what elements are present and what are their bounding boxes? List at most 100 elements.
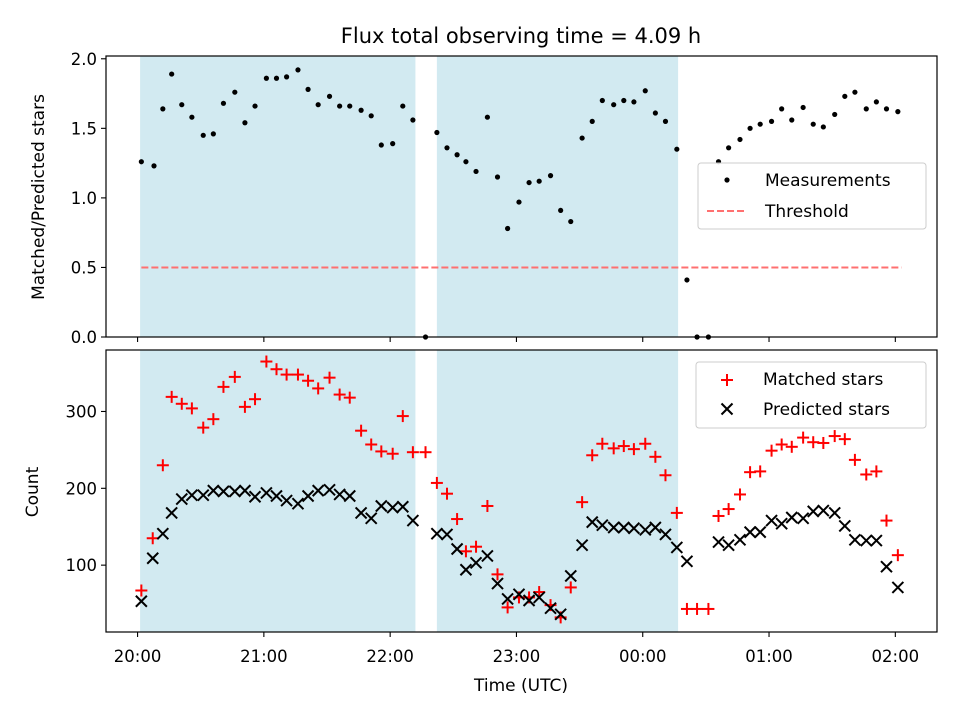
- measurement-point: [242, 120, 248, 126]
- matched-star-point: [848, 453, 861, 466]
- matched-star-point: [419, 446, 432, 459]
- measurement-point: [516, 199, 522, 205]
- predicted-star-point: [838, 519, 852, 533]
- matched-star-point: [175, 397, 188, 410]
- predicted-star-point: [156, 527, 170, 540]
- measurement-point: [463, 159, 469, 165]
- matched-star-point: [228, 370, 241, 383]
- matched-star-point: [270, 363, 283, 376]
- predicted-star-point: [870, 534, 883, 547]
- predicted-star-point: [386, 501, 399, 514]
- bottom-legend-box: [695, 361, 927, 429]
- measurement-point: [378, 142, 384, 148]
- predicted-star-point: [743, 525, 757, 539]
- predicted-star-point: [280, 494, 293, 507]
- measurement-point: [337, 103, 343, 109]
- top-shaded-intervals: [140, 56, 679, 337]
- measurement-point: [579, 135, 585, 141]
- matched-star-point: [165, 390, 178, 403]
- matched-star-point: [238, 400, 251, 413]
- predicted-star-point: [639, 523, 652, 537]
- matched-star-point: [207, 413, 220, 426]
- measurement-point: [484, 114, 491, 120]
- predicted-star-point: [596, 518, 609, 532]
- matched-star-point: [627, 443, 640, 456]
- predicted-star-point: [607, 521, 620, 534]
- shaded-interval-2: [436, 350, 679, 632]
- measurement-point: [873, 99, 879, 105]
- measurement-point: [263, 75, 269, 81]
- measurement-point: [305, 86, 311, 92]
- predicted-star-point: [260, 486, 273, 500]
- predicted-star-point: [733, 533, 747, 547]
- predicted-star-point: [501, 592, 514, 606]
- matched-star-point: [860, 468, 873, 481]
- measurement-point: [220, 100, 227, 106]
- bottom-axis: 100 200 300 20:00 21:00 22:00 23:00 00:00 01:00 0…: [66, 402, 920, 666]
- predicted-star-point: [512, 588, 526, 601]
- measurement-point: [160, 106, 166, 112]
- measurement-point: [252, 103, 258, 109]
- matched-star-point: [775, 438, 788, 451]
- predicted-star-point: [440, 528, 454, 541]
- measurement-point: [642, 88, 648, 94]
- predicted-star-point: [207, 484, 220, 497]
- top-legend: Measurements Threshold: [697, 162, 927, 230]
- bottom-panel: 100 200 300 20:00 21:00 22:00 23:00 00:00 01:00 0…: [23, 349, 938, 696]
- measurement-point: [820, 124, 826, 130]
- matched-star-point: [670, 506, 683, 519]
- matched-star-point: [754, 465, 767, 478]
- shaded-interval-2: [436, 56, 679, 337]
- matched-star-point: [712, 509, 725, 522]
- legend-matched-marker: [721, 374, 733, 386]
- measurement-point: [800, 104, 806, 111]
- measurement-point: [895, 109, 901, 115]
- matched-star-point: [838, 433, 851, 446]
- measurement-point: [210, 131, 216, 137]
- predicted-star-point: [491, 577, 504, 590]
- predicted-star-point: [828, 506, 841, 520]
- shaded-interval-1: [140, 56, 416, 337]
- predicted-star-point: [365, 512, 378, 525]
- measurement-point: [151, 163, 157, 169]
- legend-measurements-label: Measurements: [765, 171, 891, 191]
- matched-star-point: [185, 402, 198, 415]
- matched-star-point: [891, 549, 904, 562]
- measurement-point: [662, 118, 669, 124]
- measurement-point: [434, 129, 440, 136]
- measurement-point: [810, 121, 816, 127]
- predicted-star-point: [333, 488, 346, 501]
- measurement-point: [779, 106, 785, 112]
- measurement-point: [444, 145, 450, 151]
- predicted-star-point: [354, 506, 368, 520]
- predicted-star-point: [532, 591, 546, 604]
- top-ytick-label: 0.0: [71, 328, 97, 347]
- measurement-point: [138, 159, 144, 165]
- bottom-ylabel: Count: [23, 466, 43, 517]
- matched-star-point: [406, 446, 419, 459]
- matched-star-point: [491, 568, 504, 581]
- measurement-point: [726, 145, 732, 151]
- matched-star-point: [586, 449, 599, 462]
- predicted-star-point: [406, 514, 420, 527]
- matched-star-point: [459, 545, 472, 558]
- matched-star-point: [135, 584, 148, 597]
- chart-title: Flux total observing time = 4.09 h: [341, 24, 701, 48]
- measurement-point: [768, 118, 775, 124]
- legend-predicted-label: Predicted stars: [763, 400, 890, 420]
- matched-star-point: [501, 601, 514, 614]
- matched-star-point: [430, 476, 443, 489]
- matched-star-point: [828, 430, 841, 443]
- legend-threshold-label: Threshold: [764, 202, 849, 222]
- measurement-point: [674, 146, 680, 152]
- predicted-star-point: [228, 485, 242, 498]
- bottom-xlabel: Time (UTC): [473, 676, 568, 696]
- matched-star-point: [291, 368, 304, 381]
- measurement-point: [295, 67, 301, 73]
- measurement-point: [789, 117, 795, 123]
- predicted-star-point: [753, 525, 767, 539]
- shaded-interval-1: [140, 350, 416, 632]
- measurement-point: [568, 218, 574, 225]
- measurement-point: [358, 107, 364, 113]
- legend-matched-label: Matched stars: [763, 370, 883, 390]
